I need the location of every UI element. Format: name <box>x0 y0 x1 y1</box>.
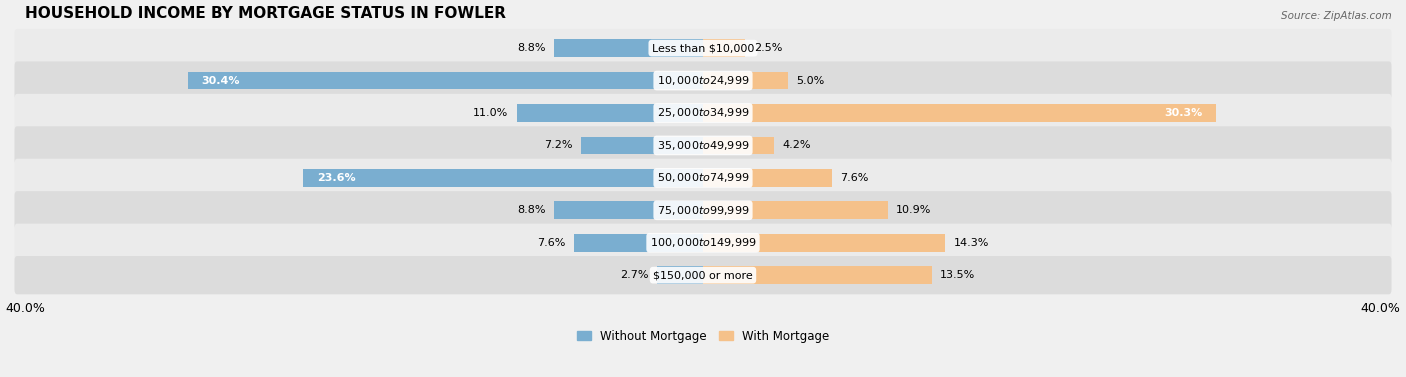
FancyBboxPatch shape <box>14 224 1392 262</box>
Bar <box>574 234 703 252</box>
Text: 30.3%: 30.3% <box>1164 108 1202 118</box>
Text: $35,000 to $49,999: $35,000 to $49,999 <box>657 139 749 152</box>
Bar <box>703 72 787 89</box>
Bar <box>703 104 1216 122</box>
Bar <box>554 39 703 57</box>
Bar <box>703 234 945 252</box>
Text: 11.0%: 11.0% <box>472 108 508 118</box>
Text: $10,000 to $24,999: $10,000 to $24,999 <box>657 74 749 87</box>
FancyBboxPatch shape <box>14 191 1392 230</box>
FancyBboxPatch shape <box>14 61 1392 100</box>
Legend: Without Mortgage, With Mortgage: Without Mortgage, With Mortgage <box>572 325 834 347</box>
Bar <box>657 266 703 284</box>
Bar <box>516 104 703 122</box>
Text: 7.6%: 7.6% <box>841 173 869 183</box>
Bar <box>703 201 887 219</box>
FancyBboxPatch shape <box>14 29 1392 67</box>
Bar <box>581 136 703 154</box>
FancyBboxPatch shape <box>14 126 1392 165</box>
Text: 10.9%: 10.9% <box>896 205 931 215</box>
Bar <box>554 201 703 219</box>
Text: 8.8%: 8.8% <box>517 43 546 53</box>
Text: HOUSEHOLD INCOME BY MORTGAGE STATUS IN FOWLER: HOUSEHOLD INCOME BY MORTGAGE STATUS IN F… <box>25 6 506 21</box>
Text: 2.5%: 2.5% <box>754 43 782 53</box>
Text: 8.8%: 8.8% <box>517 205 546 215</box>
Text: $75,000 to $99,999: $75,000 to $99,999 <box>657 204 749 217</box>
Text: 23.6%: 23.6% <box>316 173 356 183</box>
Text: 7.2%: 7.2% <box>544 141 572 150</box>
Text: 13.5%: 13.5% <box>941 270 976 280</box>
Bar <box>304 169 703 187</box>
Text: $25,000 to $34,999: $25,000 to $34,999 <box>657 106 749 120</box>
Bar <box>188 72 703 89</box>
Bar <box>703 266 932 284</box>
Text: 5.0%: 5.0% <box>796 75 824 86</box>
Text: 30.4%: 30.4% <box>201 75 240 86</box>
Text: 2.7%: 2.7% <box>620 270 648 280</box>
Bar <box>703 169 832 187</box>
FancyBboxPatch shape <box>14 256 1392 294</box>
Text: $100,000 to $149,999: $100,000 to $149,999 <box>650 236 756 249</box>
FancyBboxPatch shape <box>14 94 1392 132</box>
Bar <box>703 39 745 57</box>
Text: Less than $10,000: Less than $10,000 <box>652 43 754 53</box>
Text: $150,000 or more: $150,000 or more <box>654 270 752 280</box>
FancyBboxPatch shape <box>14 159 1392 197</box>
Text: Source: ZipAtlas.com: Source: ZipAtlas.com <box>1281 11 1392 21</box>
Text: 4.2%: 4.2% <box>783 141 811 150</box>
Text: 7.6%: 7.6% <box>537 238 565 248</box>
Bar <box>703 136 775 154</box>
Text: 14.3%: 14.3% <box>953 238 988 248</box>
Text: $50,000 to $74,999: $50,000 to $74,999 <box>657 172 749 184</box>
